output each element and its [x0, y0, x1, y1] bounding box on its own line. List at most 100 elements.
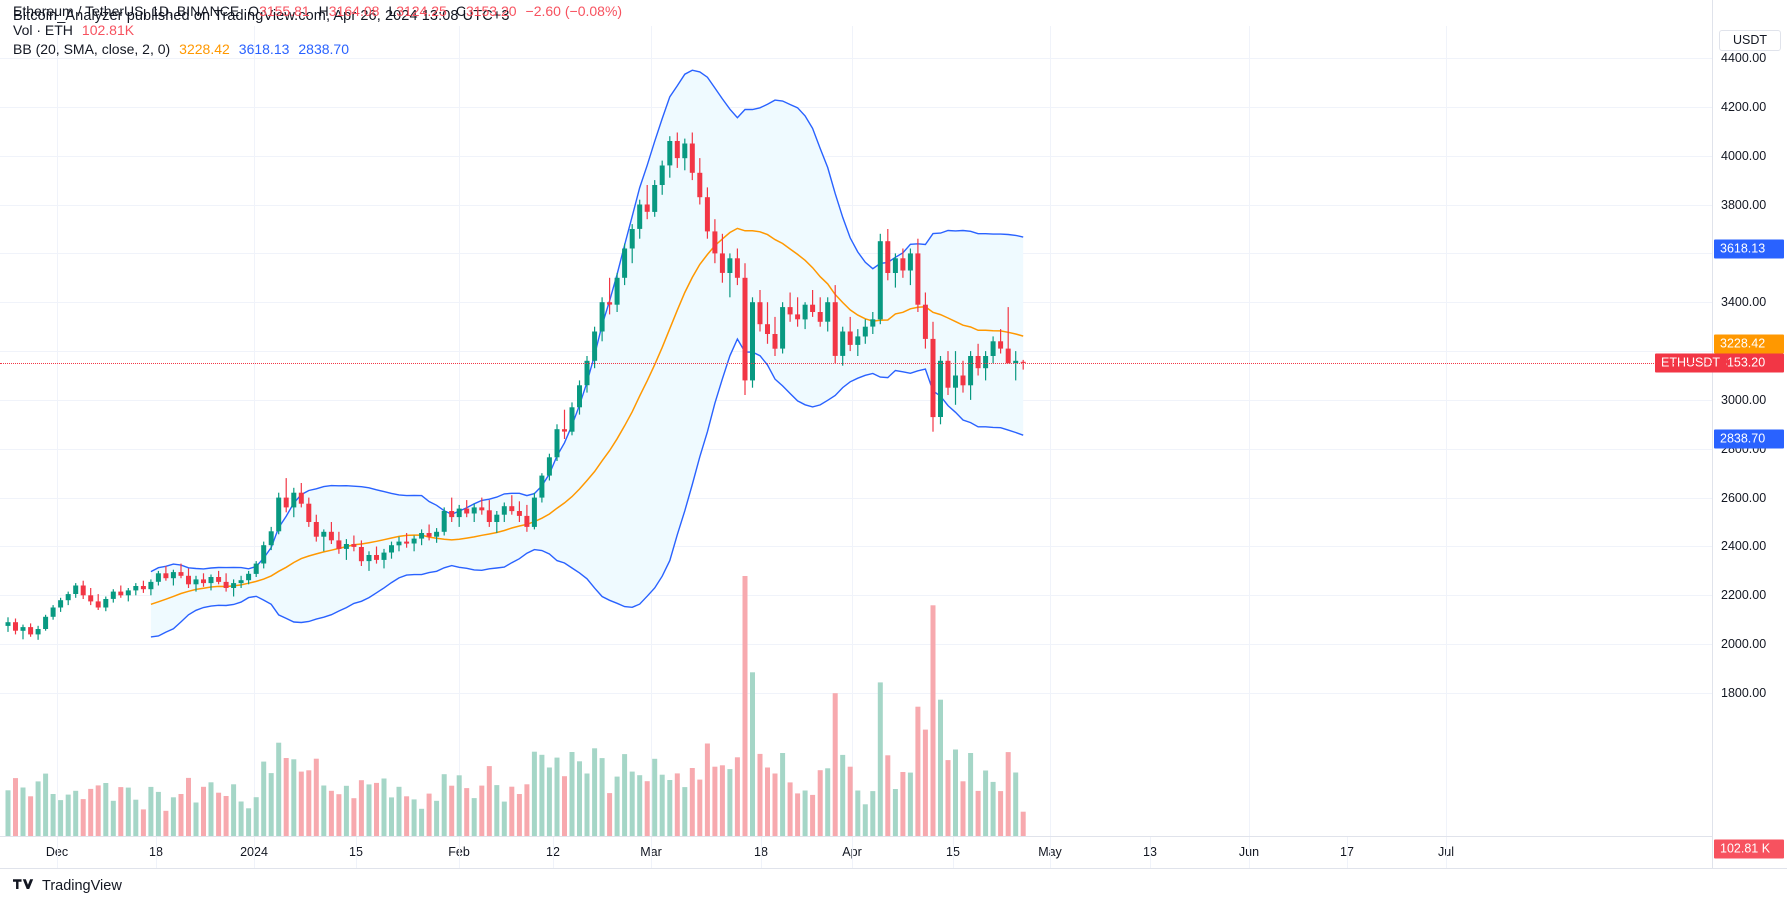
volume-bar — [531, 751, 537, 836]
candle-body — [88, 595, 94, 602]
volume-bar — [343, 785, 349, 836]
volume-bar — [817, 770, 823, 836]
price-axis-tick: 2600.00 — [1721, 490, 1767, 505]
candle-body — [381, 552, 387, 560]
volume-bar — [50, 794, 56, 836]
candle-body — [614, 277, 620, 305]
time-axis-separator — [651, 837, 652, 869]
volume-bar — [870, 791, 876, 836]
grid-line-vertical — [1050, 26, 1051, 836]
volume-bar — [434, 800, 440, 836]
candle-body — [637, 204, 643, 229]
volume-bar — [501, 801, 507, 836]
time-axis-separator — [553, 837, 554, 869]
volume-bar — [366, 784, 372, 836]
candle-body — [704, 197, 710, 232]
volume-bar — [945, 760, 951, 836]
candle-body — [787, 307, 793, 315]
volume-bar — [374, 782, 379, 836]
volume-bar — [178, 794, 184, 836]
candle-body — [125, 590, 131, 596]
candle-body — [998, 341, 1004, 349]
volume-bar — [892, 789, 898, 836]
bb-lower-line — [150, 337, 1024, 638]
volume-bar — [599, 758, 605, 836]
candle-body — [118, 591, 124, 596]
volume-bar — [486, 766, 492, 836]
volume-bar — [276, 742, 282, 836]
grid-line-horizontal — [0, 58, 1712, 59]
candle-body — [750, 302, 755, 381]
price-axis-tick: 2400.00 — [1721, 539, 1767, 554]
volume-bar — [810, 794, 816, 836]
volume-bar — [464, 788, 470, 836]
volume-bar — [313, 758, 319, 836]
volume-bar — [614, 776, 620, 836]
candle-body — [562, 429, 567, 432]
volume-bar — [253, 797, 259, 836]
candle-body — [163, 573, 169, 579]
bb-fill-band — [150, 70, 1024, 637]
candle-body — [1005, 348, 1011, 364]
grid-line-vertical — [254, 26, 255, 836]
volume-bar — [306, 770, 312, 836]
volume-bar — [877, 682, 883, 836]
candle-body — [223, 581, 229, 588]
volume-bar — [186, 777, 191, 836]
volume-bar — [900, 772, 906, 836]
volume-bar — [170, 797, 176, 836]
time-axis-separator — [356, 837, 357, 869]
candle-body — [599, 302, 605, 332]
volume-bar — [629, 771, 635, 836]
volume-bar — [155, 791, 161, 836]
tradingview-brand[interactable]: TradingView — [13, 878, 122, 894]
candle-body — [208, 577, 214, 584]
volume-bar — [674, 773, 680, 836]
volume-bar — [5, 790, 11, 836]
candles — [5, 132, 1026, 640]
volume-bar — [118, 787, 124, 836]
volume-bar — [103, 783, 109, 836]
candle-body — [313, 522, 319, 537]
price-axis-unit: USDT — [1719, 30, 1781, 51]
chart-pane[interactable] — [0, 26, 1712, 836]
volume-bar — [990, 781, 996, 836]
candle-body — [253, 563, 259, 574]
legend-change: −2.60 (−0.08%) — [525, 3, 623, 19]
volume-bars — [5, 576, 1026, 836]
volume-bar — [419, 808, 425, 836]
volume-bar — [321, 785, 327, 836]
candle-body — [268, 531, 274, 546]
volume-bar — [298, 771, 304, 836]
time-axis-separator — [156, 837, 157, 869]
volume-bar — [644, 781, 650, 836]
candle-body — [674, 141, 680, 159]
volume-bar — [750, 672, 755, 836]
candle-body — [276, 497, 282, 532]
volume-bar — [682, 787, 688, 836]
volume-bar — [652, 758, 658, 836]
candle-body — [396, 541, 402, 546]
price-axis[interactable]: USDT 4400.004200.004000.003800.003600.00… — [1712, 0, 1787, 904]
candle-body — [110, 591, 116, 599]
candle-body — [644, 204, 650, 212]
candle-body — [201, 579, 206, 584]
candle-body — [607, 302, 613, 305]
volume-bar — [975, 790, 981, 836]
tradingview-brand-label: TradingView — [42, 878, 122, 894]
candle-body — [50, 607, 56, 617]
candle-body — [306, 503, 312, 522]
candle-body — [291, 492, 297, 508]
candle-body — [441, 511, 447, 532]
volume-bar — [358, 780, 364, 836]
candle-body — [531, 497, 537, 527]
candle-body — [261, 545, 267, 564]
volume-bar — [396, 786, 402, 836]
time-axis[interactable]: Dec18202415Feb12Mar18Apr15May13Jun17Jul — [0, 836, 1712, 869]
candle-body — [336, 540, 342, 549]
volume-bar — [689, 768, 695, 836]
volume-bar — [208, 782, 214, 836]
volume-bar — [577, 761, 582, 836]
candle-body — [328, 531, 334, 541]
